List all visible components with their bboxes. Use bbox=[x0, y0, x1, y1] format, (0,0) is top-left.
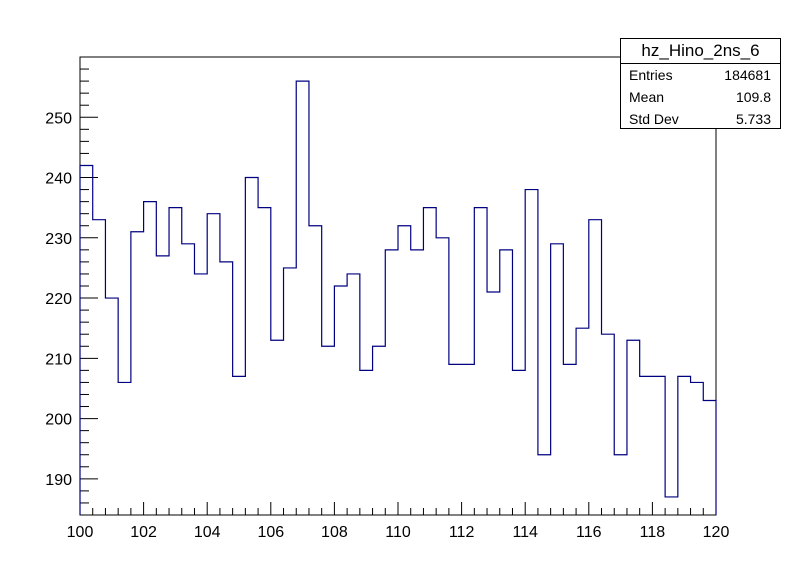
stats-label: Std Dev bbox=[629, 111, 679, 127]
stats-value: 109.8 bbox=[735, 89, 771, 105]
stats-title: hz_Hino_2ns_6 bbox=[621, 39, 780, 64]
x-tick-label: 106 bbox=[257, 524, 284, 541]
y-tick-label: 200 bbox=[45, 412, 72, 429]
x-tick-label: 110 bbox=[385, 524, 411, 541]
x-tick-label: 120 bbox=[703, 524, 730, 541]
stats-value: 5.733 bbox=[735, 111, 771, 127]
x-tick-label: 112 bbox=[449, 524, 475, 541]
stats-value: 184681 bbox=[724, 67, 771, 83]
x-tick-label: 116 bbox=[576, 524, 602, 541]
y-tick-label: 240 bbox=[45, 171, 72, 188]
stats-box: hz_Hino_2ns_6 Entries 184681 Mean 109.8 … bbox=[620, 38, 781, 129]
stats-label: Mean bbox=[629, 89, 665, 105]
y-tick-label: 190 bbox=[45, 472, 72, 489]
y-tick-label: 230 bbox=[45, 231, 72, 248]
stats-row-entries: Entries 184681 bbox=[621, 64, 780, 86]
x-tick-label: 108 bbox=[321, 524, 348, 541]
stats-label: Entries bbox=[629, 67, 673, 83]
stats-row-mean: Mean 109.8 bbox=[621, 86, 780, 108]
y-tick-label: 220 bbox=[45, 291, 72, 308]
y-axis: 190 200 210 220 230 240 250 bbox=[45, 56, 98, 516]
stats-row-stddev: Std Dev 5.733 bbox=[621, 108, 780, 130]
x-tick-label: 104 bbox=[194, 524, 221, 541]
histogram-series bbox=[79, 80, 717, 515]
x-tick-label: 114 bbox=[512, 524, 538, 541]
y-tick-label: 210 bbox=[45, 351, 72, 368]
x-axis: 100 102 104 106 108 110 112 114 116 118 120 bbox=[67, 502, 730, 541]
x-tick-label: 100 bbox=[67, 524, 94, 541]
y-tick-label: 250 bbox=[45, 110, 72, 127]
x-tick-label: 102 bbox=[130, 524, 157, 541]
x-tick-label: 118 bbox=[640, 524, 666, 541]
